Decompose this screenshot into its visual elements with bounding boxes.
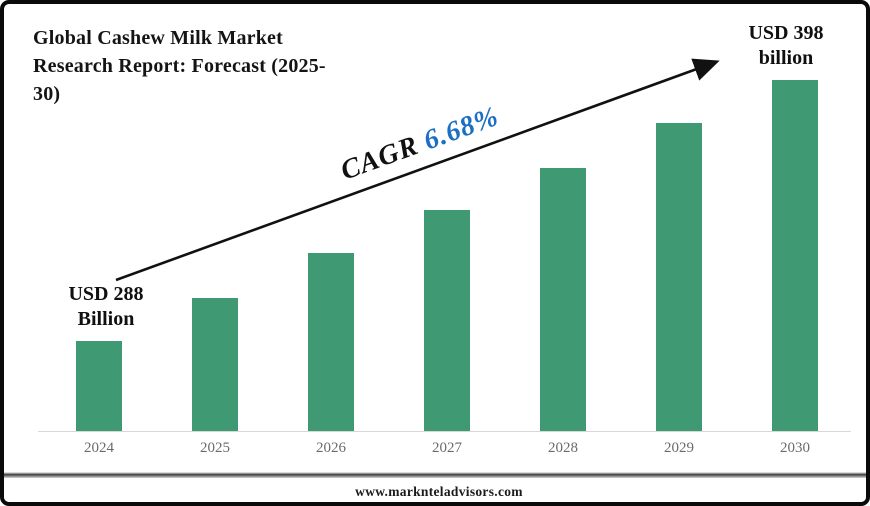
- bar-column-2030: USD 398 billion: [737, 4, 853, 431]
- x-axis-line: [38, 431, 851, 432]
- x-tick-2029: 2029: [664, 440, 694, 456]
- bar-column-2024: USD 288 Billion: [41, 4, 157, 431]
- x-tick-2030: 2030: [780, 440, 810, 456]
- x-axis-labels: 2024 2025 2026 2027 2028 2029 2030: [41, 440, 853, 460]
- bar-2026: [308, 253, 354, 431]
- footer-url: www.marknteladvisors.com: [355, 484, 523, 499]
- chart-title-line-3: 30): [33, 83, 61, 105]
- x-tick-2026: 2026: [316, 440, 346, 456]
- value-label-2024: USD 288 Billion: [68, 283, 144, 330]
- bar-column-2029: [621, 4, 737, 431]
- chart-title-line-1: Global Cashew Milk Market: [33, 27, 283, 49]
- bar-column-2025: [157, 4, 273, 431]
- bar-2025: [192, 298, 238, 431]
- footer: www.marknteladvisors.com: [4, 478, 866, 502]
- x-tick-2027: 2027: [432, 440, 462, 456]
- bar-column-2028: [505, 4, 621, 431]
- x-tick-2025: 2025: [200, 440, 230, 456]
- bar-2030: [772, 80, 818, 431]
- bar-2024: [76, 341, 122, 431]
- bar-2028: [540, 168, 586, 431]
- bar-chart: USD 288 Billion USD 398 billion: [41, 4, 853, 431]
- footer-divider: [4, 472, 866, 478]
- bar-2027: [424, 210, 470, 431]
- bar-column-2026: [273, 4, 389, 431]
- x-tick-2024: 2024: [84, 440, 114, 456]
- bar-2029: [656, 123, 702, 431]
- x-tick-2028: 2028: [548, 440, 578, 456]
- value-label-2030: USD 398 billion: [748, 22, 824, 69]
- bar-column-2027: [389, 4, 505, 431]
